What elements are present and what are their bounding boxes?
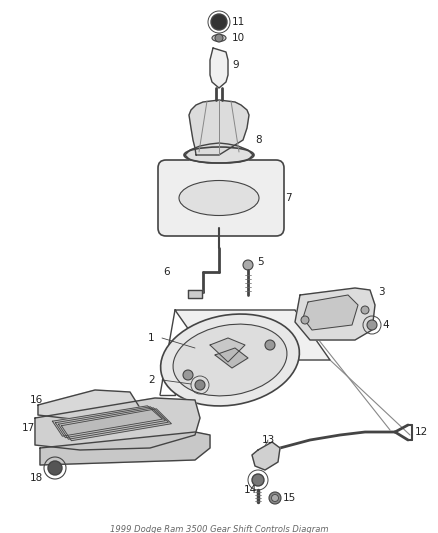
- Circle shape: [361, 306, 369, 314]
- Ellipse shape: [179, 181, 259, 215]
- Circle shape: [48, 461, 62, 475]
- Circle shape: [183, 370, 193, 380]
- Text: 15: 15: [283, 493, 296, 503]
- Polygon shape: [303, 295, 358, 330]
- Ellipse shape: [173, 324, 287, 396]
- Ellipse shape: [212, 35, 226, 42]
- Text: 7: 7: [285, 193, 292, 203]
- Ellipse shape: [269, 492, 281, 504]
- Polygon shape: [210, 48, 228, 88]
- Circle shape: [211, 14, 227, 30]
- Polygon shape: [189, 100, 249, 155]
- Text: 17: 17: [22, 423, 35, 433]
- Text: 8: 8: [255, 135, 261, 145]
- Circle shape: [265, 340, 275, 350]
- Polygon shape: [61, 409, 171, 441]
- Ellipse shape: [243, 260, 253, 270]
- Circle shape: [195, 380, 205, 390]
- Polygon shape: [215, 348, 248, 368]
- Text: 18: 18: [30, 473, 43, 483]
- Polygon shape: [53, 406, 162, 436]
- Polygon shape: [188, 290, 202, 298]
- Text: 9: 9: [232, 60, 239, 70]
- Ellipse shape: [161, 314, 300, 406]
- Text: 10: 10: [232, 33, 245, 43]
- Circle shape: [301, 316, 309, 324]
- Circle shape: [215, 34, 223, 42]
- Text: 6: 6: [163, 267, 170, 277]
- Text: 1999 Dodge Ram 3500 Gear Shift Controls Diagram: 1999 Dodge Ram 3500 Gear Shift Controls …: [110, 525, 328, 533]
- Ellipse shape: [272, 495, 279, 502]
- Circle shape: [252, 474, 264, 486]
- Text: 3: 3: [378, 287, 385, 297]
- Polygon shape: [175, 310, 330, 360]
- Polygon shape: [38, 390, 140, 420]
- Polygon shape: [35, 398, 200, 450]
- Polygon shape: [295, 288, 375, 340]
- Polygon shape: [40, 432, 210, 465]
- Text: 14: 14: [244, 485, 257, 495]
- Text: 2: 2: [148, 375, 155, 385]
- FancyBboxPatch shape: [158, 160, 284, 236]
- Text: 5: 5: [257, 257, 264, 267]
- Polygon shape: [252, 442, 280, 470]
- Polygon shape: [58, 408, 168, 439]
- Text: 16: 16: [30, 395, 43, 405]
- Circle shape: [367, 320, 377, 330]
- Text: 1: 1: [148, 333, 155, 343]
- Text: 11: 11: [232, 17, 245, 27]
- Text: 12: 12: [415, 427, 428, 437]
- Polygon shape: [55, 407, 166, 438]
- Polygon shape: [210, 338, 245, 362]
- Polygon shape: [185, 143, 253, 163]
- Text: 13: 13: [262, 435, 275, 445]
- Text: 4: 4: [382, 320, 389, 330]
